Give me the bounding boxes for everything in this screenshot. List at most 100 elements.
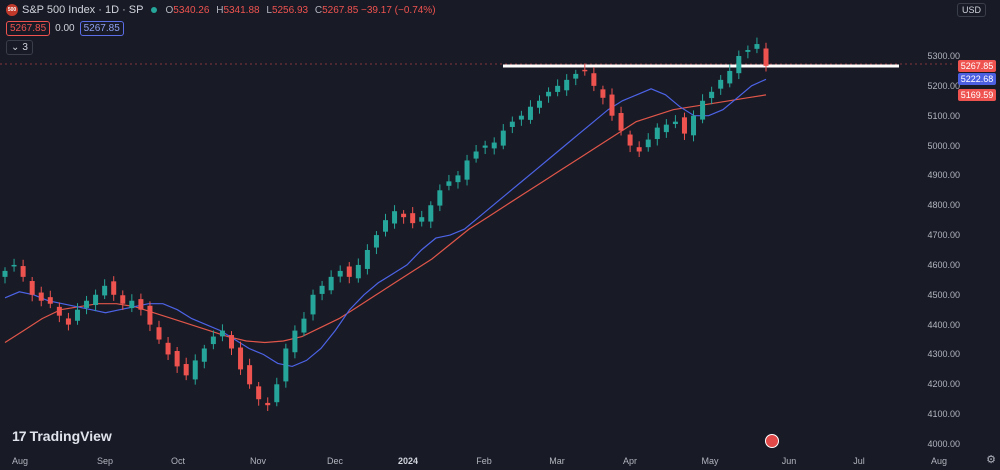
candle-body [500, 130, 506, 146]
candle-body [392, 211, 398, 224]
symbol-header: 500 S&P 500 Index · 1D · SP O5340.26 H53… [6, 2, 440, 18]
candle-body [555, 85, 561, 92]
candle-body [446, 181, 452, 186]
candle-body [120, 295, 126, 304]
chevron-down-icon: ⌄ [11, 42, 20, 53]
candle-body [763, 48, 769, 66]
candle-body [428, 205, 434, 222]
indicator-mid-value: 0.00 [55, 23, 75, 34]
candle-body [74, 309, 80, 321]
candle-body [419, 217, 425, 222]
candle-body [11, 264, 17, 267]
candle-body [310, 294, 316, 315]
sp500-logo-icon: 500 [6, 4, 18, 16]
tradingview-logo[interactable]: 17 TradingView [12, 428, 112, 444]
candle-body [129, 300, 135, 309]
indicator-left-value[interactable]: 5267.85 [6, 21, 51, 36]
price-tick-label: 5100.00 [927, 110, 960, 121]
candle-body [527, 106, 533, 120]
candle-body [192, 360, 198, 380]
candle-body [745, 50, 751, 52]
candle-body [2, 270, 8, 277]
price-tick-label: 5200.00 [927, 80, 960, 91]
settings-icon[interactable]: ⚙ [986, 454, 996, 466]
time-tick-label: 2024 [397, 456, 419, 466]
candle-body [482, 145, 488, 148]
currency-button[interactable]: USD [956, 3, 986, 17]
candle-body [464, 160, 470, 180]
price-tag: 5267.85 [958, 59, 996, 72]
time-tick-label: Aug [930, 456, 948, 466]
price-tick-label: 4500.00 [927, 289, 960, 300]
candle-body [455, 175, 461, 183]
price-tick-label: 4700.00 [927, 230, 960, 241]
price-tick-label: 4000.00 [927, 439, 960, 449]
candle-body [283, 348, 289, 382]
candle-body [102, 285, 108, 296]
candle-body [636, 147, 642, 152]
candle-body [319, 285, 325, 294]
price-tick-label: 4900.00 [927, 170, 960, 181]
events-icon[interactable] [765, 434, 779, 448]
candle-body [518, 115, 524, 120]
candle-body [65, 318, 71, 325]
candle-body [681, 117, 687, 134]
price-tag: 5222.68 [958, 73, 996, 86]
candle-body [238, 347, 244, 370]
price-tick-label: 4600.00 [927, 259, 960, 270]
candle-body [591, 73, 597, 86]
candle-body [691, 115, 697, 136]
candle-body [355, 264, 361, 279]
candle-body [709, 91, 715, 99]
candle-body [546, 91, 552, 97]
candle-body [138, 299, 144, 310]
candle-body [201, 348, 207, 362]
candle-body [247, 365, 253, 385]
candle-body [256, 386, 262, 400]
candle-body [219, 330, 225, 337]
candle-body [111, 281, 117, 295]
candle-body [645, 139, 651, 148]
candle-body [29, 281, 35, 295]
candle-body [573, 73, 579, 79]
price-tag: 5169.59 [958, 88, 996, 101]
symbol-title[interactable]: S&P 500 Index · 1D · SP [22, 4, 144, 16]
candle-body [627, 134, 633, 146]
candle-body [165, 342, 171, 355]
candle-body [373, 235, 379, 248]
candle-body [537, 100, 543, 108]
ohlc-readout: O5340.26 H5341.88 L5256.93 C5267.85 −39.… [165, 4, 436, 16]
candle-body [156, 327, 162, 340]
candle-body [47, 297, 53, 304]
candle-body [84, 300, 90, 308]
price-tick-label: 4200.00 [927, 379, 960, 390]
candle-body [700, 100, 706, 120]
candle-body [473, 151, 479, 159]
candle-body [38, 292, 44, 301]
indicators-collapse-button[interactable]: ⌄ 3 [6, 40, 33, 55]
candle-body [20, 266, 26, 277]
candle-body [210, 336, 216, 345]
candle-body [274, 384, 280, 403]
time-tick-label: Jul [853, 456, 865, 466]
time-tick-label: May [701, 456, 719, 466]
candles [2, 37, 769, 412]
indicator-right-value[interactable]: 5267.85 [79, 21, 124, 36]
candle-body [383, 220, 388, 232]
candle-body [718, 79, 724, 89]
candle-body [618, 113, 624, 131]
candle-body [93, 294, 99, 306]
candle-body [582, 69, 588, 72]
candle-body [754, 44, 760, 49]
price-tick-label: 5300.00 [927, 51, 960, 61]
price-tick-label: 4100.00 [927, 409, 960, 420]
price-tick-label: 4300.00 [927, 349, 960, 360]
price-tick-label: 4400.00 [927, 319, 960, 330]
time-tick-label: Oct [170, 456, 186, 466]
candle-body [672, 121, 678, 125]
candle-body [727, 70, 733, 84]
indicator-count: 3 [22, 42, 28, 53]
candle-body [183, 364, 189, 376]
candle-body [509, 121, 515, 127]
